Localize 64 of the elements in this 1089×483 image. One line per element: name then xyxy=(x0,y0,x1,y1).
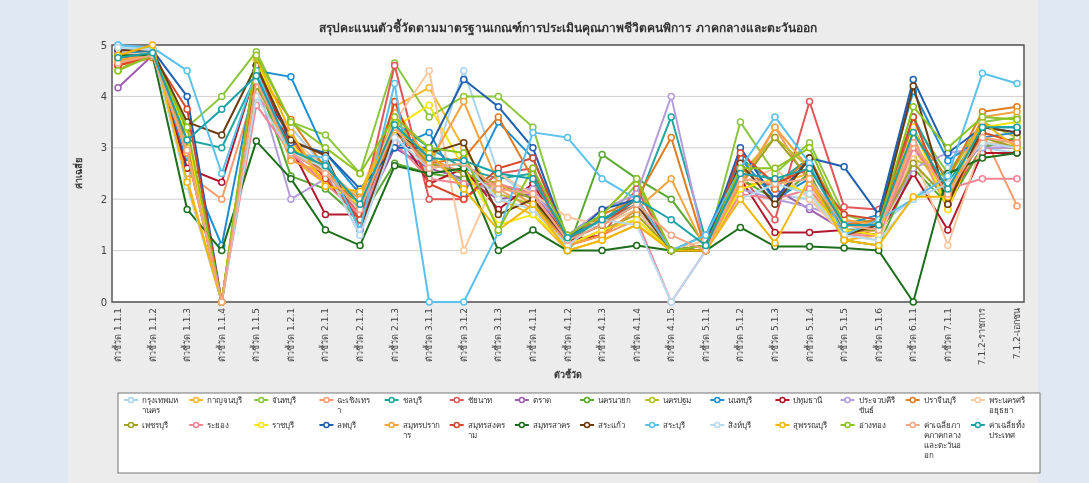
legend-label: ชลบุรี xyxy=(402,396,423,405)
legend-label: ลพบุรี xyxy=(337,421,358,430)
x-tick-label: ตัวชี้วัด 5.1.2 xyxy=(733,308,746,362)
x-tick-label: ตัวชี้วัด 2.1.3 xyxy=(387,308,400,362)
legend-label: ราชบุรี xyxy=(272,421,296,430)
x-tick-label: 7.1.2-เอกชน xyxy=(1012,308,1022,360)
x-tick-label: ตัวชี้วัด 5.1.4 xyxy=(802,307,815,362)
legend-label: นครปฐม xyxy=(663,396,692,405)
legend-label: สิงห์บุรี xyxy=(728,420,753,430)
x-tick-label: ตัวชี้วัด 3.1.1 xyxy=(422,308,435,362)
legend-label: ตราด xyxy=(532,396,551,405)
x-tick-label: ตัวชี้วัด 6.1.1 xyxy=(906,308,919,362)
x-tick-label: ตัวชี้วัด 1.1.2 xyxy=(145,308,158,362)
x-tick-label: ตัวชี้วัด 5.1.5 xyxy=(837,308,850,362)
legend-label: กาญจนบุรี xyxy=(207,396,244,405)
legend-label: นครนายก xyxy=(598,396,631,405)
legend-label: ประจวบคีรีขันธ์ xyxy=(858,396,896,415)
legend-label: ค่าเฉลี่ยทั้งประเทศ xyxy=(988,419,1025,440)
legend-label: สุพรรณบุรี xyxy=(793,421,829,430)
x-tick-label: ตัวชี้วัด 1.1.5 xyxy=(249,308,262,362)
legend-label: อ่างทอง xyxy=(858,421,886,430)
legend-label: กรุงเทพมหานคร xyxy=(142,396,178,415)
x-axis-title: ตัวชี้วัด xyxy=(554,368,582,380)
x-tick-label: ตัวชี้วัด 1.1.1 xyxy=(111,308,123,362)
x-tick-label: ตัวชี้วัด 3.1.3 xyxy=(491,308,504,362)
legend-label: สมุทรปราการ xyxy=(402,421,440,440)
x-tick-label: ตัวชี้วัด 1.2.1 xyxy=(283,308,296,362)
legend-label: ชัยนาท xyxy=(467,396,492,405)
legend-label: ปราจีนบุรี xyxy=(923,396,957,405)
legend-label: พระนครศรีอยุธยา xyxy=(988,396,1026,415)
y-tick-label: 2 xyxy=(100,193,107,205)
y-tick-label: 5 xyxy=(100,39,107,51)
legend-label: สมุทรสาคร xyxy=(532,421,571,430)
x-tick-label: ตัวชี้วัด 1.1.3 xyxy=(180,308,193,362)
x-tick-label: ตัวชี้วัด 4.1.1 xyxy=(525,308,538,362)
x-tick-label: ตัวชี้วัด 4.1.5 xyxy=(664,308,677,362)
legend-label: ฉะเชิงเทรา xyxy=(337,396,372,415)
legend-label: ค่าเฉลี่ยภาคภาคกลางและตะวันออก xyxy=(923,419,961,460)
legend-label: นนทบุรี xyxy=(728,396,754,405)
y-tick-label: 3 xyxy=(100,142,107,154)
legend-label: สมุทรสงคราม xyxy=(467,421,506,440)
x-tick-label: ตัวชี้วัด 4.1.4 xyxy=(629,307,642,362)
x-tick-label: ตัวชี้วัด 1.1.4 xyxy=(214,307,227,362)
x-tick-label: ตัวชี้วัด 3.1.2 xyxy=(456,308,469,362)
y-tick-label: 4 xyxy=(100,90,107,102)
legend-label: เพชรบุรี xyxy=(142,421,169,430)
legend-label: ปทุมธานี xyxy=(793,396,824,405)
x-tick-label: 7.1.2-ราชการ xyxy=(977,308,988,366)
legend-label: จันทบุรี xyxy=(272,396,298,405)
x-tick-label: ตัวชี้วัด 2.1.1 xyxy=(318,308,331,362)
legend-label: สระแก้ว xyxy=(598,421,625,430)
x-tick-label: ตัวชี้วัด 7.1.1 xyxy=(940,308,953,362)
y-tick-label: 0 xyxy=(100,296,107,308)
x-tick-label: ตัวชี้วัด 5.1.1 xyxy=(698,308,711,362)
x-tick-label: ตัวชี้วัด 2.1.2 xyxy=(353,308,366,362)
x-tick-label: ตัวชี้วัด 4.1.3 xyxy=(595,308,608,362)
x-tick-label: ตัวชี้วัด 4.1.2 xyxy=(560,308,573,362)
y-axis-title: ค่าเฉลี่ย xyxy=(72,158,84,189)
chart-title: สรุปคะแนนตัวชี้วัดตามมาตรฐานเกณฑ์การประเมินคุณภาพชีวิตคนพิการ ภาคกลางและตะวันออก xyxy=(319,18,817,36)
y-tick-label: 1 xyxy=(100,245,107,257)
x-tick-label: ตัวชี้วัด 5.1.6 xyxy=(871,307,884,362)
legend-label: สระบุรี xyxy=(663,421,687,430)
x-tick-label: ตัวชี้วัด 5.1.3 xyxy=(767,308,780,362)
legend-label: ระยอง xyxy=(207,421,230,430)
